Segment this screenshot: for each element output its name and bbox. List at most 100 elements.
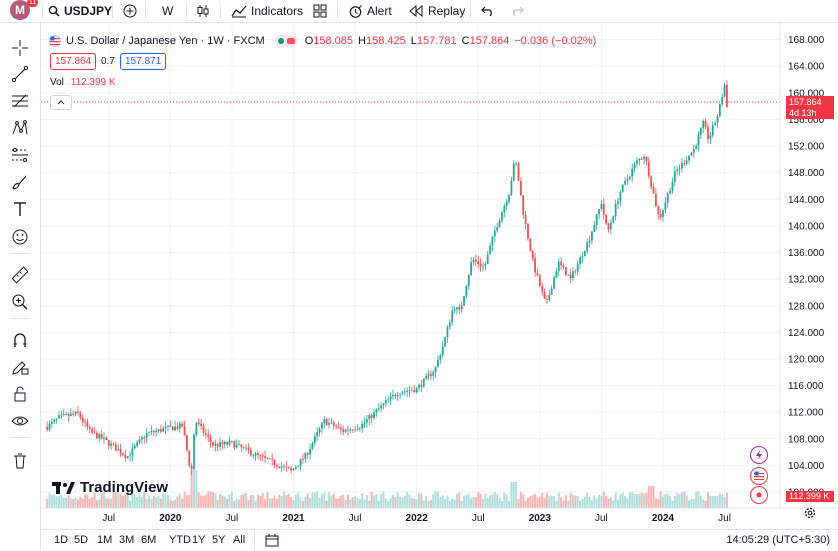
drawing-mode-tool[interactable] [9, 356, 31, 378]
candle-body [337, 427, 340, 428]
axis-settings-button[interactable] [803, 506, 817, 520]
collapse-legend-button[interactable] [50, 95, 72, 110]
x-tick-label: Jul [595, 513, 608, 524]
undo-button[interactable] [481, 0, 495, 22]
chart-type-button[interactable] [197, 0, 209, 22]
text-tool[interactable] [9, 198, 31, 220]
layouts-button[interactable] [313, 0, 327, 22]
sell-price-box[interactable]: 157.864 [50, 53, 97, 70]
candle-body [543, 291, 546, 300]
forecast-tool[interactable] [9, 144, 31, 166]
flash-events-button[interactable] [750, 446, 768, 464]
candle-body [569, 274, 572, 278]
volume-bar [562, 500, 565, 508]
indicators-button[interactable]: Indicators [231, 0, 303, 22]
trend-line-tool[interactable] [9, 63, 31, 85]
volume-bar [453, 499, 456, 508]
range-5d-button[interactable]: 5D [74, 534, 89, 546]
candle-body [704, 120, 707, 127]
icon-tool[interactable] [9, 226, 31, 248]
range-6m-button[interactable]: 6M [141, 534, 157, 546]
market-status-badge[interactable] [274, 35, 298, 47]
fib-tool[interactable] [9, 90, 31, 112]
magnet-tool[interactable] [9, 329, 31, 351]
divider [337, 3, 338, 19]
volume-bar [626, 498, 629, 508]
candle-body [621, 184, 624, 193]
candle-body [583, 251, 586, 257]
volume-bar [209, 491, 212, 508]
replay-button[interactable]: Replay [409, 0, 465, 22]
lock-drawings-tool[interactable] [9, 383, 31, 405]
volume-bar [278, 494, 281, 508]
redo-button[interactable] [510, 0, 524, 22]
volume-bar [76, 499, 79, 508]
volume-bar [188, 494, 191, 508]
hide-drawings-tool[interactable] [9, 410, 31, 432]
symbol-search-button[interactable]: USDJPY [48, 0, 112, 22]
volume-bar [185, 494, 188, 508]
range-5y-button[interactable]: 5Y [212, 534, 226, 546]
candle-body [162, 428, 165, 432]
buy-price-box[interactable]: 157.871 [120, 53, 167, 70]
japan-events-button[interactable] [750, 486, 768, 504]
candle-body [321, 423, 323, 429]
range-1d-button[interactable]: 1D [54, 534, 69, 546]
candle-body [313, 436, 316, 444]
price-chart[interactable]: 100.000104.000108.000112.000116.000120.0… [41, 23, 838, 550]
pattern-tool[interactable] [9, 117, 31, 139]
candle-body [344, 429, 347, 432]
crosshair-tool[interactable] [9, 37, 31, 59]
volume-bar [583, 496, 586, 508]
timezone-clock[interactable]: 14:05:29 (UTC+5:30) [726, 534, 830, 546]
candle-body [354, 429, 356, 431]
goto-date-button[interactable] [265, 533, 279, 550]
x-tick-label: Jul [349, 513, 362, 524]
symbol-description[interactable]: U.S. Dollar / Japanese Yen · 1W · FXCM [66, 35, 265, 47]
candle-body [631, 168, 634, 177]
volume-bar [382, 491, 385, 508]
candle-body [261, 455, 264, 457]
compare-symbol-button[interactable] [123, 0, 137, 22]
range-1m-button[interactable]: 1M [97, 534, 113, 546]
alert-button[interactable]: Alert [348, 0, 392, 22]
candle-body [420, 384, 423, 387]
volume-bar [53, 493, 56, 508]
candle-body [437, 359, 439, 367]
volume-bar [555, 500, 558, 508]
candle-body [669, 190, 671, 194]
x-tick-label: 2022 [406, 513, 429, 524]
candle-body [512, 163, 515, 181]
volume-bar [429, 500, 432, 508]
indicators-icon [231, 5, 247, 18]
user-avatar[interactable]: M [10, 0, 30, 20]
candle-body [695, 145, 698, 150]
volume-bar [714, 496, 717, 508]
range-ytd-button[interactable]: YTD [169, 534, 191, 546]
interval-button[interactable]: W [162, 4, 174, 18]
candle-body [688, 155, 690, 161]
range-all-button[interactable]: All [233, 534, 246, 546]
volume-bar [564, 495, 567, 508]
candle-body [640, 159, 643, 160]
economic-events-button[interactable] [750, 467, 768, 485]
candle-body [131, 448, 134, 456]
volume-bar [79, 496, 82, 508]
candle-body [676, 169, 679, 172]
candle-body [399, 394, 401, 396]
remove-drawings-tool[interactable] [9, 450, 31, 472]
candle-body [721, 97, 724, 105]
measure-tool[interactable] [9, 264, 31, 286]
volume-bar [318, 497, 321, 508]
candle-body [86, 421, 89, 428]
candle-body [681, 162, 683, 169]
candle-body [673, 171, 676, 182]
volume-bar [534, 493, 537, 508]
range-1y-button[interactable]: 1Y [192, 534, 206, 546]
range-3m-button[interactable]: 3M [119, 534, 135, 546]
zoom-tool[interactable] [9, 291, 31, 313]
volume-bar [323, 492, 326, 508]
brush-tool[interactable] [9, 171, 31, 193]
volume-bar [515, 482, 518, 508]
candle-body [318, 428, 321, 433]
